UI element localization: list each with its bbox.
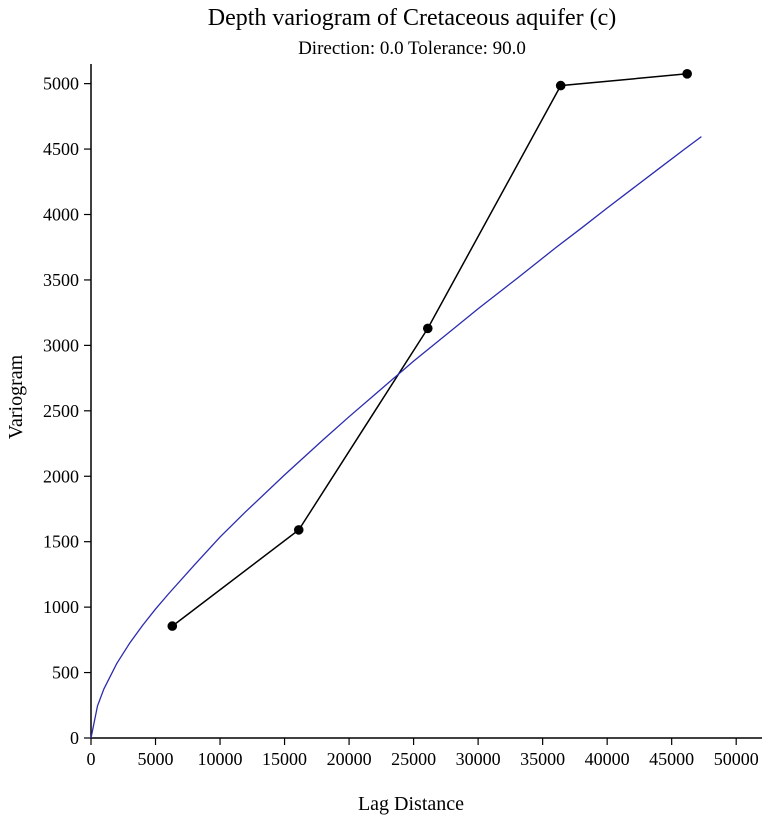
y-tick-label: 1000 xyxy=(43,597,79,617)
y-axis-label: Variogram xyxy=(5,354,27,439)
model-curve xyxy=(90,136,702,739)
y-axis-ticks: 0 500 1000 1500 2000 2500 3000 3500 4000 4500 5000 xyxy=(43,74,91,748)
chart-title: Depth variogram of Cretaceous aquifer (c… xyxy=(208,5,616,31)
y-tick-label: 5000 xyxy=(43,74,79,94)
y-tick-label: 3500 xyxy=(43,270,79,290)
experimental-line xyxy=(171,73,688,627)
x-tick-label: 50000 xyxy=(714,749,759,769)
y-tick-label: 500 xyxy=(52,663,79,683)
y-tick-label: 2500 xyxy=(43,401,79,421)
x-tick-label: 15000 xyxy=(262,749,307,769)
chart-subtitle: Direction: 0.0 Tolerance: 90.0 xyxy=(298,38,526,59)
series-layer xyxy=(90,69,702,739)
y-tick-label: 0 xyxy=(70,728,79,748)
y-tick-label: 3000 xyxy=(43,335,79,355)
y-tick-label: 1500 xyxy=(43,532,79,552)
data-point xyxy=(682,69,692,79)
x-tick-label: 45000 xyxy=(649,749,694,769)
x-tick-label: 40000 xyxy=(585,749,630,769)
x-tick-label: 5000 xyxy=(138,749,174,769)
x-tick-label: 25000 xyxy=(391,749,436,769)
data-point xyxy=(167,621,178,631)
x-tick-label: 35000 xyxy=(520,749,565,769)
x-tick-label: 10000 xyxy=(198,749,243,769)
x-axis-ticks: 0 5000 10000 15000 20000 25000 30000 35000 40000… xyxy=(87,738,759,769)
axes xyxy=(90,64,762,739)
x-tick-label: 30000 xyxy=(456,749,501,769)
x-axis-label: Lag Distance xyxy=(358,793,464,815)
y-tick-label: 4500 xyxy=(43,139,79,159)
y-tick-label: 2000 xyxy=(43,466,79,486)
data-point xyxy=(555,80,566,91)
x-tick-label: 0 xyxy=(87,749,96,769)
y-tick-label: 4000 xyxy=(43,205,79,225)
data-point xyxy=(422,323,433,334)
data-point xyxy=(293,525,304,535)
x-tick-label: 20000 xyxy=(327,749,372,769)
